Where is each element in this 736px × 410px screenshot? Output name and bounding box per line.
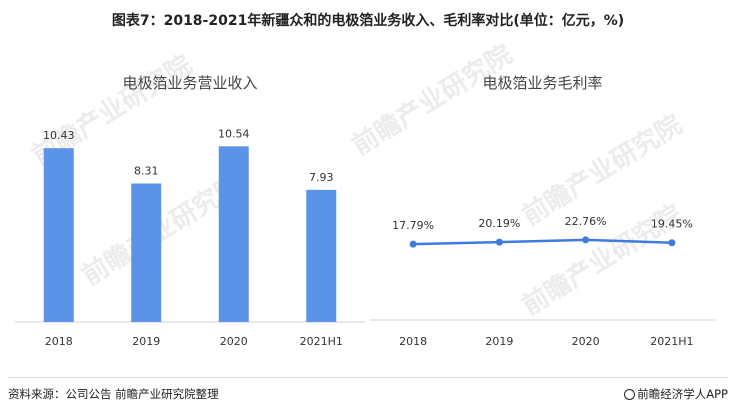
line-point-2021H1 xyxy=(668,239,676,247)
bar-chart-title: 电极箔业务营业收入 xyxy=(122,74,257,92)
bar-2018 xyxy=(43,148,74,322)
footer-divider xyxy=(8,377,728,378)
figure-title: 图表7：2018-2021年新疆众和的电极箔业务收入、毛利率对比(单位：亿元，%… xyxy=(111,13,625,29)
bar-x-tick-label: 2021H1 xyxy=(300,335,343,348)
line-data-label: 17.79% xyxy=(392,219,434,232)
line-series-path xyxy=(413,238,672,246)
line-point-2020 xyxy=(582,236,590,244)
line-chart-title: 电极箔业务毛利率 xyxy=(482,74,602,92)
source-note: 资料来源：公司公告 前瞻产业研究院整理 xyxy=(8,387,219,401)
line-x-tick-label: 2020 xyxy=(572,335,600,348)
bar-2019 xyxy=(131,183,162,322)
line-x-tick-label: 2019 xyxy=(485,335,513,348)
bar-data-label: 10.43 xyxy=(43,129,75,142)
line-data-label: 22.76% xyxy=(565,215,607,228)
line-point-2019 xyxy=(495,238,503,246)
line-data-label: 20.19% xyxy=(478,217,520,230)
brand-icon xyxy=(624,389,636,400)
bar-x-tick-label: 2019 xyxy=(132,335,160,348)
brand-credit: 前瞻经济学人APP xyxy=(624,386,728,402)
brand-label: 前瞻经济学人APP xyxy=(637,387,728,401)
line-x-tick-label: 2021H1 xyxy=(650,335,693,348)
line-x-tick-label: 2018 xyxy=(399,335,427,348)
bar-data-label: 10.54 xyxy=(218,127,250,140)
bar-x-tick-label: 2020 xyxy=(220,335,248,348)
line-point-2018 xyxy=(409,240,417,248)
line-data-label: 19.45% xyxy=(651,218,693,231)
bar-data-label: 7.93 xyxy=(309,171,334,184)
bar-x-tick-label: 2018 xyxy=(45,335,73,348)
bar-2020 xyxy=(218,146,249,322)
bar-2021H1 xyxy=(306,189,337,322)
bar-data-label: 8.31 xyxy=(134,165,159,178)
